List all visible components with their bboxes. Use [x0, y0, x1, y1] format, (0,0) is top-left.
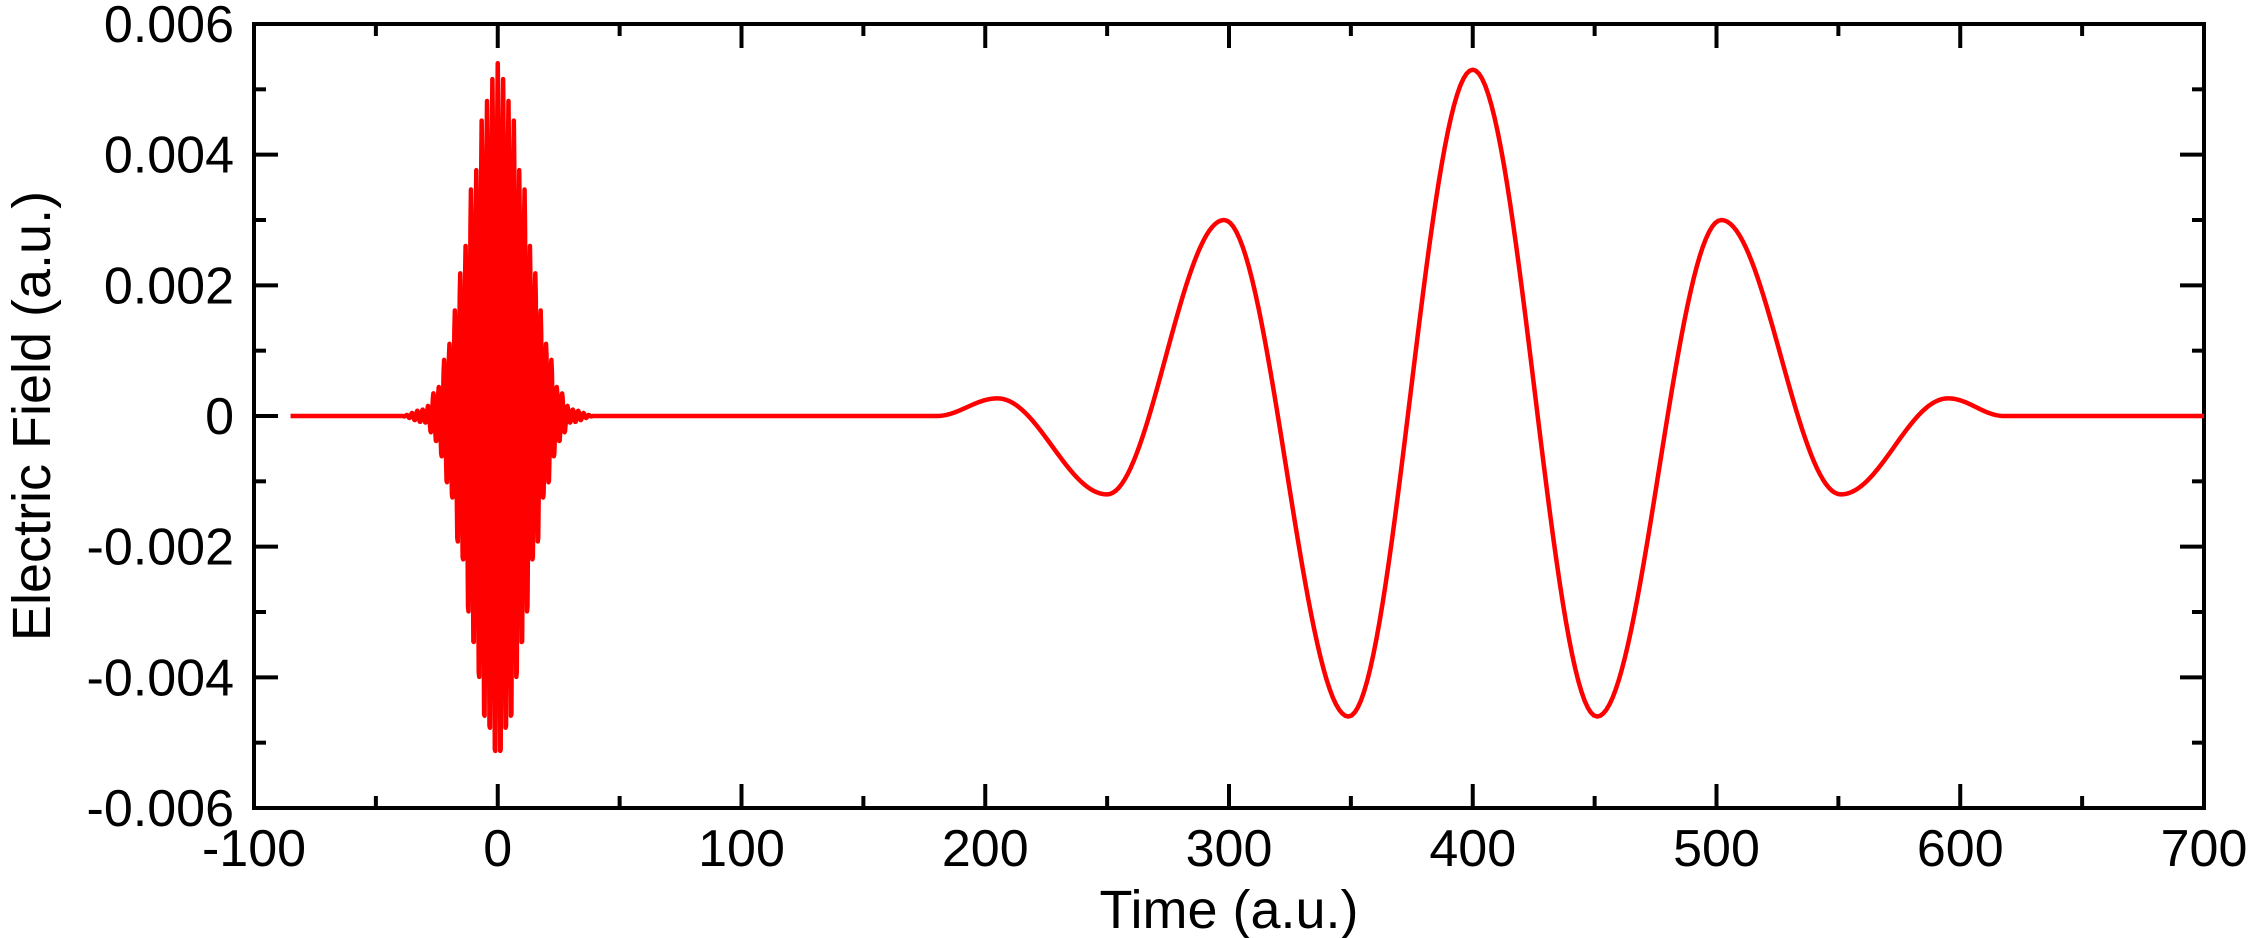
y-tick-label: -0.004	[87, 649, 234, 707]
x-tick-label: 700	[2161, 820, 2248, 878]
y-tick-label: -0.002	[87, 519, 234, 577]
x-tick-labels: -100 0 100 200 300 400 500 600 700	[202, 820, 2247, 878]
y-tick-label: 0.006	[104, 0, 234, 54]
axis-ticks	[252, 22, 2206, 810]
x-tick-label: 600	[1917, 820, 2004, 878]
y-tick-label: 0.004	[104, 127, 234, 185]
x-tick-label: 100	[698, 820, 785, 878]
data-series	[290, 60, 2204, 754]
x-tick-label: 500	[1673, 820, 1760, 878]
x-tick-label: 200	[942, 820, 1029, 878]
x-tick-label: 300	[1186, 820, 1273, 878]
y-tick-label: 0	[205, 388, 234, 446]
series-line	[290, 60, 2204, 754]
y-tick-label: 0.002	[104, 257, 234, 315]
y-tick-labels: -0.006 -0.004 -0.002 0 0.002 0.004 0.006	[87, 0, 234, 838]
x-tick-label: -100	[202, 820, 306, 878]
x-axis-label: Time (a.u.)	[1099, 880, 1358, 938]
y-axis-label: Electric Field (a.u.)	[2, 191, 62, 641]
x-tick-label: 400	[1429, 820, 1516, 878]
y-tick-label: -0.006	[87, 780, 234, 838]
x-tick-label: 0	[483, 820, 512, 878]
